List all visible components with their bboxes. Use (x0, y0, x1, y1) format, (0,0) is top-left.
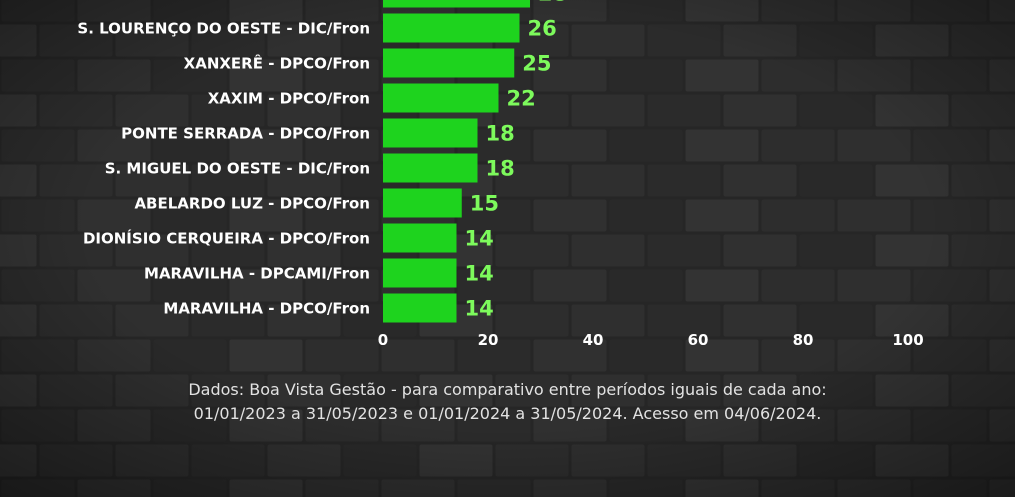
x-tick-label: 80 (793, 331, 814, 349)
bar (383, 188, 462, 218)
value-label: 18 (486, 157, 515, 181)
footnote-line-1: Dados: Boa Vista Gestão - para comparati… (188, 380, 827, 399)
bar (383, 0, 530, 8)
x-axis-ticks: 0 20 40 60 80 100 (378, 331, 924, 349)
x-tick-label: 60 (688, 331, 709, 349)
value-label: 28 (538, 0, 567, 6)
value-label: 14 (465, 227, 494, 251)
value-label: 26 (528, 17, 557, 41)
bar (383, 83, 499, 113)
bars (383, 0, 530, 323)
category-label: S. LOURENÇO DO OESTE - DIC/Fron (77, 20, 370, 38)
value-label: 22 (507, 87, 536, 111)
category-label: MARAVILHA - DPCO/Fron (163, 300, 370, 318)
bar (383, 13, 520, 43)
x-tick-label: 40 (583, 331, 604, 349)
footnote-line-2: 01/01/2023 a 31/05/2023 e 01/01/2024 a 3… (193, 404, 822, 423)
value-label: 25 (522, 52, 551, 76)
bar (383, 258, 457, 288)
value-labels: 28 26 25 22 18 18 15 14 14 14 (465, 0, 568, 321)
category-label: XAXIM - DPCO/Fron (208, 90, 370, 108)
value-label: 14 (465, 297, 494, 321)
bar (383, 223, 457, 253)
category-label: S. MIGUEL DO OESTE - DIC/Fron (105, 160, 370, 178)
category-label: XANXERÊ - DPCO/Fron (184, 54, 370, 73)
x-tick-label: 0 (378, 331, 388, 349)
category-label: MARAVILHA - DPCAMI/Fron (144, 265, 370, 283)
value-label: 18 (486, 122, 515, 146)
category-label: ABELARDO LUZ - DPCO/Fron (134, 195, 370, 213)
value-label: 14 (465, 262, 494, 286)
x-tick-label: 100 (892, 331, 923, 349)
x-tick-label: 20 (478, 331, 499, 349)
bar (383, 153, 478, 183)
category-label: PONTE SERRADA - DPCO/Fron (121, 125, 370, 143)
bar (383, 48, 515, 78)
category-label: DIONÍSIO CERQUEIRA - DPCO/Fron (83, 229, 370, 248)
category-labels: S. LOURENÇO DO OESTE - DIC/Fron XANXERÊ -… (77, 20, 370, 318)
value-label: 15 (470, 192, 499, 216)
source-footnote: Dados: Boa Vista Gestão - para comparati… (0, 378, 1015, 426)
bar (383, 118, 478, 148)
bar (383, 293, 457, 323)
